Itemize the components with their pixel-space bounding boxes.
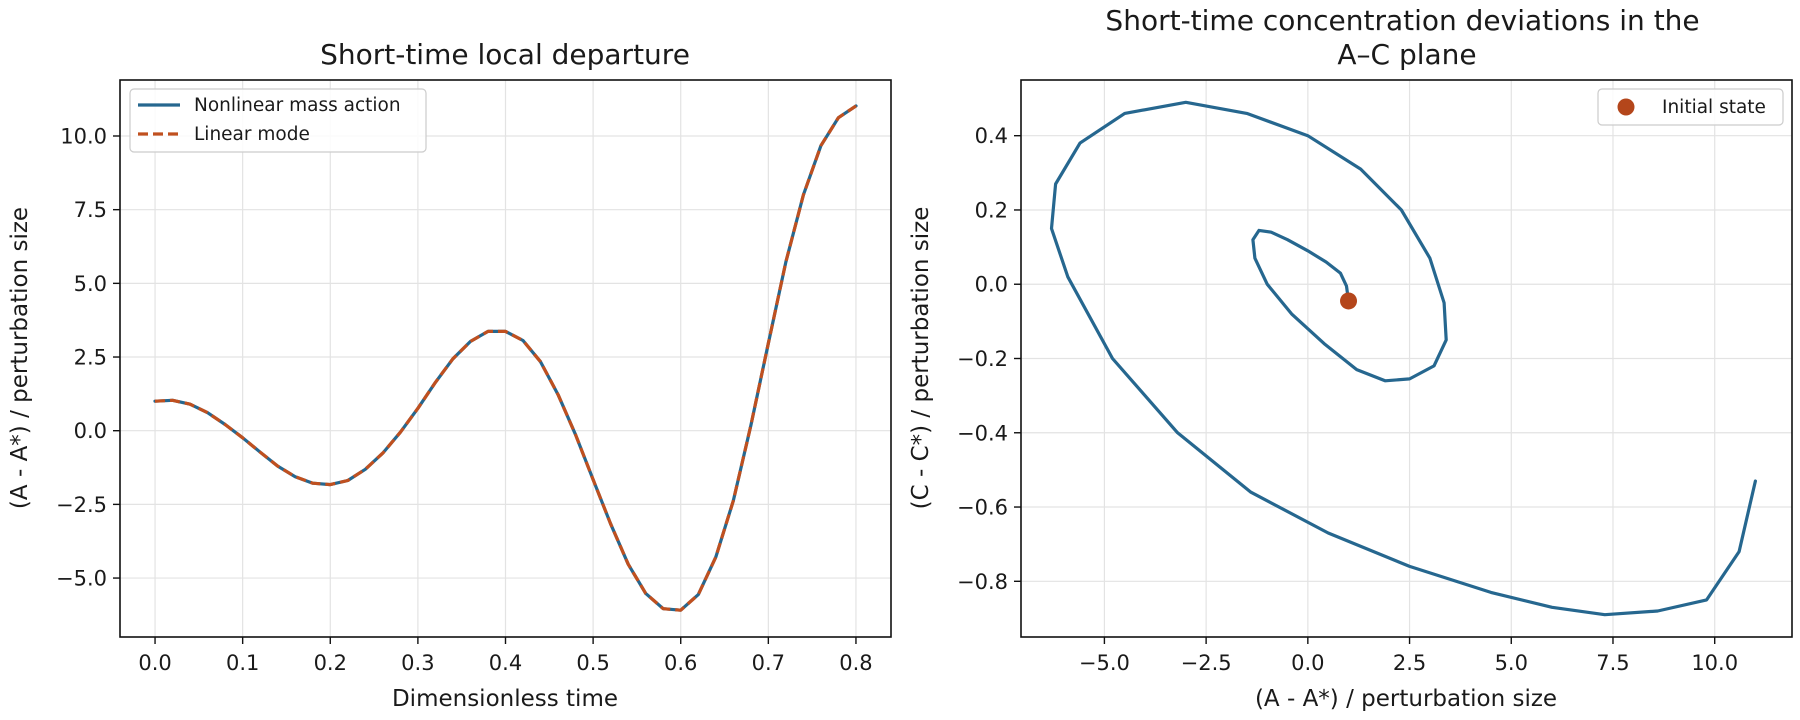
legend-label-linear: Linear mode [194,124,310,145]
right-series-line-1 [1049,100,1758,617]
right-x-tick-label: −2.5 [1181,651,1232,675]
right-chart-title: Short-time concentration deviations in t… [1105,4,1708,71]
left-x-tick-label: 0.5 [576,651,609,675]
left-series-group [153,104,858,612]
left-series-line-2 [154,104,857,612]
legend-label-initial-state: Initial state [1662,97,1766,118]
right-legend-box [1597,88,1784,126]
legend-label-nonlinear: Nonlinear mass action [194,95,401,116]
left-y-tick-label: 7.5 [74,198,107,222]
right-x-tick-label: −5.0 [1079,651,1130,675]
left-y-tick-label: 0.0 [74,419,107,443]
left-y-tick-label: 10.0 [60,124,107,148]
left-y-tick-label: 5.0 [74,272,107,296]
right-y-tick-label: 0.2 [975,198,1008,222]
right-chart-title-line-1: Short-time concentration deviations in t… [1105,4,1699,37]
left-x-tick-label: 0.4 [489,651,522,675]
right-y-tick-label: −0.2 [957,347,1008,371]
right-y-tick-label: 0.4 [975,124,1008,148]
right-grid [1021,80,1792,637]
left-y-tick-label: 2.5 [74,346,107,370]
left-legend-box [129,88,427,153]
left-x-tick-label: 0.1 [226,651,259,675]
left-x-tick-label: 0.8 [839,651,872,675]
left-ticks: 0.0 0.1 0.2 0.3 0.4 0.5 0.6 0.7 0.8 −5.0 −2.5 0.0 2.… [56,124,873,675]
right-x-tick-label: 10.0 [1691,651,1738,675]
right-y-tick-label: −0.8 [957,570,1008,594]
left-y-tick-label: −5.0 [56,567,107,591]
left-x-tick-label: 0.2 [314,651,347,675]
left-x-tick-label: 0.0 [138,651,171,675]
right-y-tick-label: −0.4 [957,421,1008,445]
right-y-tick-label: 0.0 [975,273,1008,297]
right-y-axis-label: (C - C*) / perturbation size [908,207,934,510]
right-x-tick-label: 2.5 [1393,651,1426,675]
left-y-tick-label: −2.5 [56,493,107,517]
left-x-tick-label: 0.7 [752,651,785,675]
left-x-tick-label: 0.3 [401,651,434,675]
left-grid [120,80,891,637]
left-x-axis-label: Dimensionless time [392,686,618,712]
right-chart-title-line-2: A–C plane [1337,38,1476,71]
left-y-axis-label: (A - A*) / perturbation size [7,207,33,509]
right-x-axis-label: (A - A*) / perturbation size [1255,686,1557,712]
right-legend: Initial state [1597,88,1784,126]
left-x-tick-label: 0.6 [664,651,697,675]
right-ticks: −5.0 −2.5 0.0 2.5 5.0 7.5 10.0 −0.8 −0.6 −0.4 −0.2… [957,124,1738,675]
right-initial-state-marker [1340,292,1358,310]
right-x-tick-label: 5.0 [1495,651,1528,675]
right-x-tick-label: 7.5 [1596,651,1629,675]
left-chart-title: Short-time local departure [320,38,690,71]
left-chart-panel: Short-time local departure 0.0 0.1 0.2 0.3 0… [7,38,892,712]
left-legend: Nonlinear mass action Linear mode [129,88,427,153]
right-y-tick-label: −0.6 [957,496,1008,520]
right-chart-panel: Short-time concentration deviations in t… [908,4,1793,712]
right-series-group [1049,100,1758,617]
right-x-tick-label: 0.0 [1291,651,1324,675]
legend-swatch-initial-state [1617,98,1635,116]
